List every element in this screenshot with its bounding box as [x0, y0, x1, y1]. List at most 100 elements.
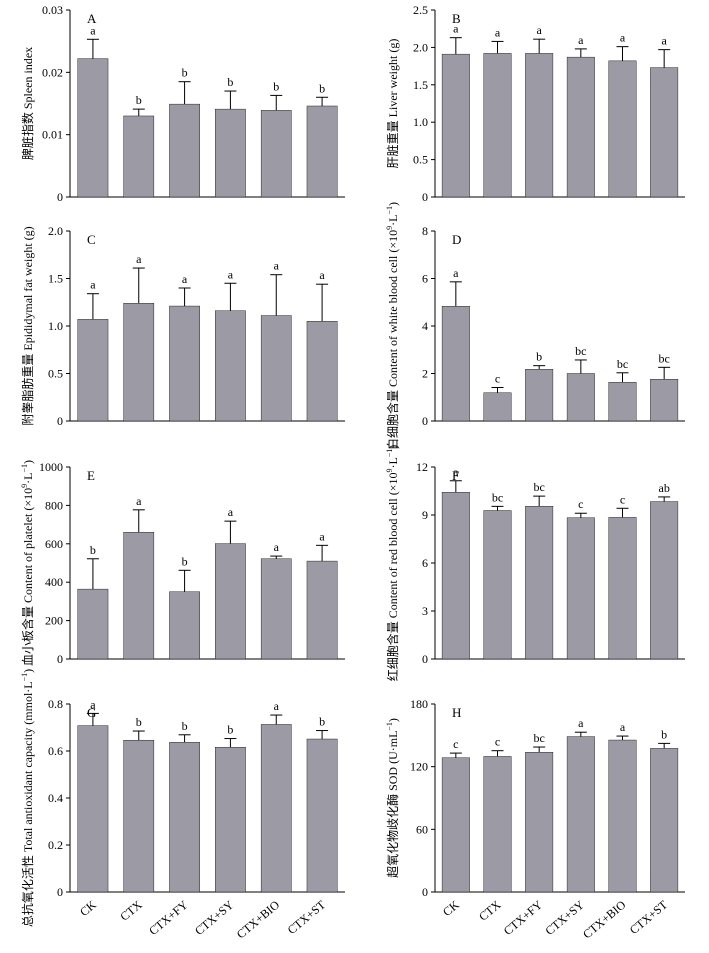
panel-a-significance-letter-5: b	[273, 79, 279, 93]
panel-h-bar-5	[608, 739, 637, 893]
panel-g-bar-4	[215, 747, 246, 893]
panel-e: 0 200 400 600 800 1000 b a b a a a E 血小板含量 Content of…	[20, 460, 345, 666]
panel-a-bar-1	[77, 58, 109, 198]
panel-e-panel-label: E	[87, 468, 95, 483]
panel-c-bar-1	[77, 319, 109, 422]
panel-b-significance-letter-3: a	[537, 23, 543, 37]
panel-h-x-category-label-6: CTX+ST	[627, 897, 671, 937]
panel-e-y-title-end: )	[21, 460, 35, 464]
panel-b-bar-3	[525, 53, 554, 198]
panel-b-significance-letter-6: a	[662, 34, 668, 48]
panel-b-significance-letter-5: a	[620, 31, 626, 45]
panel-b-y-tick-label: 1.0	[413, 115, 428, 129]
panel-f-bar-6	[650, 501, 679, 660]
panel-d-y-title-sup2: −1	[385, 206, 394, 215]
panel-h-significance-letter-2: c	[495, 735, 500, 749]
panel-d-bar-3	[525, 369, 554, 422]
panel-g-bar-2	[123, 739, 155, 893]
panel-g-significance-letter-6: b	[319, 715, 325, 729]
panel-f-y-title-end: )	[386, 445, 400, 449]
panel-g-x-category-label-5: CTX+BIO	[234, 897, 283, 941]
panel-d-bar-2	[483, 392, 512, 422]
panel-c-y-tick-label: 1.0	[48, 319, 63, 333]
panel-h-bar-4	[566, 736, 595, 893]
panel-h-y-tick-label: 120	[410, 760, 428, 774]
panel-d-y-tick-label: 8	[422, 224, 428, 238]
panel-g-significance-letter-1: a	[90, 697, 96, 711]
panel-e-y-tick-label: 1000	[39, 460, 63, 474]
panel-c-y-tick-label: 2.0	[48, 224, 63, 238]
panel-e-y-title-mid: ·L	[21, 473, 35, 484]
panel-g-significance-letter-5: a	[274, 699, 280, 713]
panel-f-y-tick-label: 0	[422, 652, 428, 666]
panel-g-y-title-end: )	[21, 669, 35, 673]
panel-h-significance-letter-3: bc	[534, 731, 545, 745]
panel-f-significance-letter-1: a	[453, 465, 459, 479]
panel-h-y-tick-label: 60	[416, 822, 428, 836]
panel-b-y-tick-label: 0	[422, 190, 428, 204]
panel-e-y-tick-label: 600	[45, 537, 63, 551]
panel-c-bar-4	[215, 310, 246, 422]
panel-b-significance-letter-1: a	[453, 22, 459, 36]
panel-g-significance-letter-2: b	[136, 715, 142, 729]
panel-a-y-title-cn: 脾脏指数	[20, 112, 35, 160]
panel-h-bar-3	[525, 752, 554, 893]
panel-c-y-tick-label: 1.5	[48, 272, 63, 286]
panel-e-y-tick-label: 800	[45, 498, 63, 512]
panel-e-y-title-sup2: −1	[20, 464, 29, 473]
panel-b-panel-label: B	[452, 11, 461, 26]
panel-a-y-title-en: Spleen index	[21, 47, 35, 109]
panel-e-y-title-cn: 血小板含量	[20, 606, 35, 666]
panel-d-y-title-cn: 白细胞含量	[385, 390, 400, 450]
panel-g-x-category-label-4: CTX+SY	[192, 897, 237, 938]
panel-a-y-tick-label: 0.01	[42, 128, 63, 142]
panel-h-x-category-label-3: CTX+FY	[501, 897, 546, 938]
panel-c-panel-label: C	[87, 232, 96, 247]
panel-f-y-title-sup1: 9	[385, 469, 394, 473]
panel-d-y-tick-label: 6	[422, 272, 428, 286]
panel-b-bar-1	[441, 53, 470, 198]
panel-d-bar-5	[608, 382, 637, 422]
panel-g-y-tick-label: 0.2	[48, 838, 63, 852]
panel-f-significance-letter-2: bc	[492, 490, 503, 504]
panel-g-x-category-label-2: CTX	[117, 897, 145, 923]
panel-h-y-title-en: SOD (U·mL	[386, 731, 400, 791]
panel-c-significance-letter-6: a	[319, 268, 325, 282]
panel-e-y-axis-title: 血小板含量 Content of platelet (×109·L−1)	[20, 460, 35, 666]
panel-a-significance-letter-1: a	[90, 23, 96, 37]
panel-a-bar-4	[215, 108, 246, 198]
panel-a: 0 0.01 0.02 0.03 a b b b b b A 脾脏指数 Spleen index	[20, 3, 345, 204]
panel-h-bar-2	[483, 756, 512, 893]
panel-g-y-tick-label: 0.6	[48, 744, 63, 758]
panel-c: 0 0.5 1.0 1.5 2.0 a a a a a a C 附睾脂肪重量 Epididymal fa…	[20, 224, 345, 428]
panel-g-bar-1	[77, 725, 109, 893]
panel-e-significance-letter-4: a	[228, 505, 234, 519]
panel-f-y-tick-label: 9	[422, 508, 428, 522]
panel-f-panel-label: F	[452, 468, 459, 483]
panel-g-x-category-label-6: CTX+ST	[285, 897, 329, 937]
panel-e-significance-letter-2: a	[136, 494, 142, 508]
panel-h-y-axis-title: 超氧化物歧化酶 SOD (U·mL−1)	[385, 718, 400, 878]
panel-b-y-title-en: Liver weight (g)	[386, 39, 400, 118]
panel-d: 0 2 4 6 8 a c b bc bc bc D 白细胞含量 Content of white bl…	[385, 202, 685, 450]
panel-b-significance-letter-2: a	[495, 25, 501, 39]
panel-b-bar-2	[483, 53, 512, 198]
panel-f: 0 3 6 9 12 a bc bc c c ab F 红细胞含量 Content of red blo…	[385, 445, 685, 681]
panel-b-bar-5	[608, 60, 637, 198]
panel-d-significance-letter-5: bc	[617, 357, 628, 371]
panel-h-bar-1	[441, 757, 470, 893]
panel-g-bar-6	[306, 738, 338, 893]
panel-e-significance-letter-3: b	[182, 554, 188, 568]
panel-h-significance-letter-1: c	[453, 737, 458, 751]
panel-f-y-title-cn: 红细胞含量	[385, 621, 400, 681]
panel-g-x-category-label-3: CTX+FY	[146, 897, 191, 938]
panel-a-y-tick-label: 0	[57, 190, 63, 204]
panel-b-y-tick-label: 0.5	[413, 153, 428, 167]
panel-f-y-title-mid: ·L	[386, 457, 400, 468]
panel-h-y-title-end: )	[386, 718, 400, 722]
panel-a-bar-2	[123, 115, 155, 198]
panel-f-y-tick-label: 12	[416, 460, 428, 474]
panel-e-significance-letter-1: b	[90, 543, 96, 557]
